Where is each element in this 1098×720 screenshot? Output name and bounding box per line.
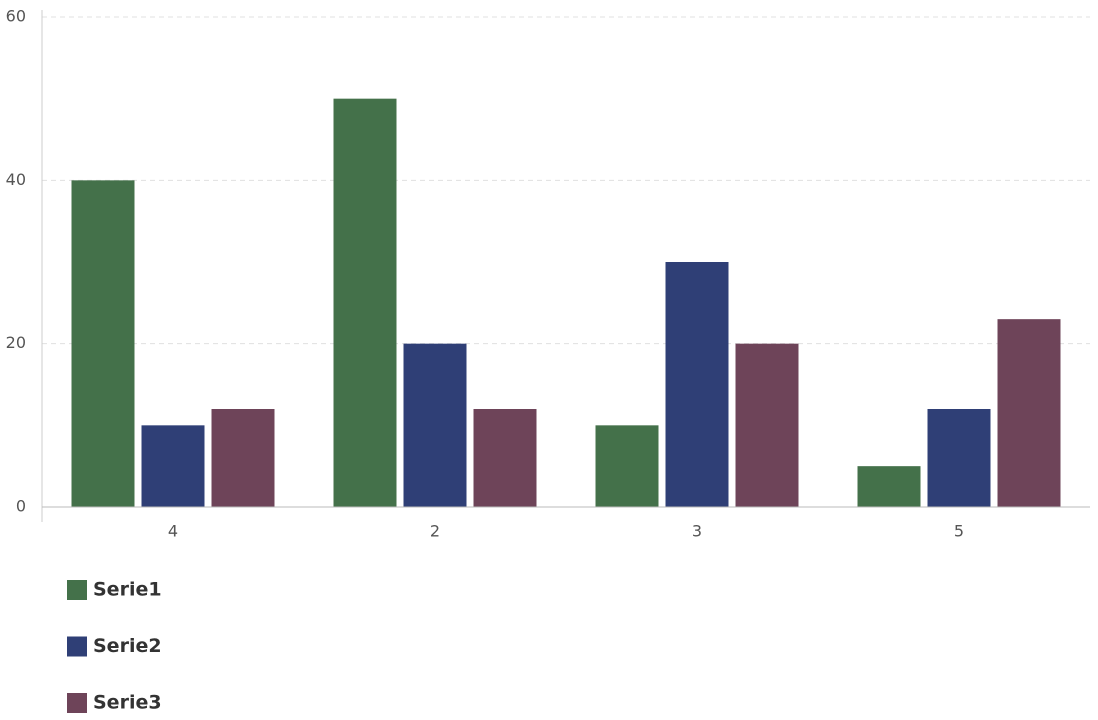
legend-swatch: [67, 636, 87, 657]
legend-swatch: [67, 693, 87, 713]
legend-label: Serie2: [93, 635, 162, 657]
bar: [857, 466, 921, 507]
bar: [71, 180, 135, 508]
bar: [997, 319, 1061, 507]
y-tick-label: 40: [6, 170, 26, 189]
x-tick-label: 5: [954, 522, 964, 541]
y-tick-label: 0: [16, 497, 26, 516]
bar: [141, 425, 205, 507]
legend-label: Serie1: [93, 579, 162, 601]
y-tick-label: 60: [6, 7, 26, 26]
bar: [333, 98, 397, 508]
bar: [665, 262, 729, 507]
bar: [403, 343, 467, 507]
legend-label: Serie3: [93, 692, 162, 714]
x-tick-label: 3: [692, 522, 702, 541]
x-tick-label: 2: [430, 522, 440, 541]
legend-swatch: [67, 580, 87, 600]
y-tick-label: 20: [6, 333, 26, 352]
x-tick-label: 4: [168, 522, 178, 541]
bar: [473, 409, 537, 507]
bar: [927, 409, 991, 507]
bar: [735, 343, 799, 507]
bar: [211, 409, 275, 507]
bar: [595, 425, 659, 507]
